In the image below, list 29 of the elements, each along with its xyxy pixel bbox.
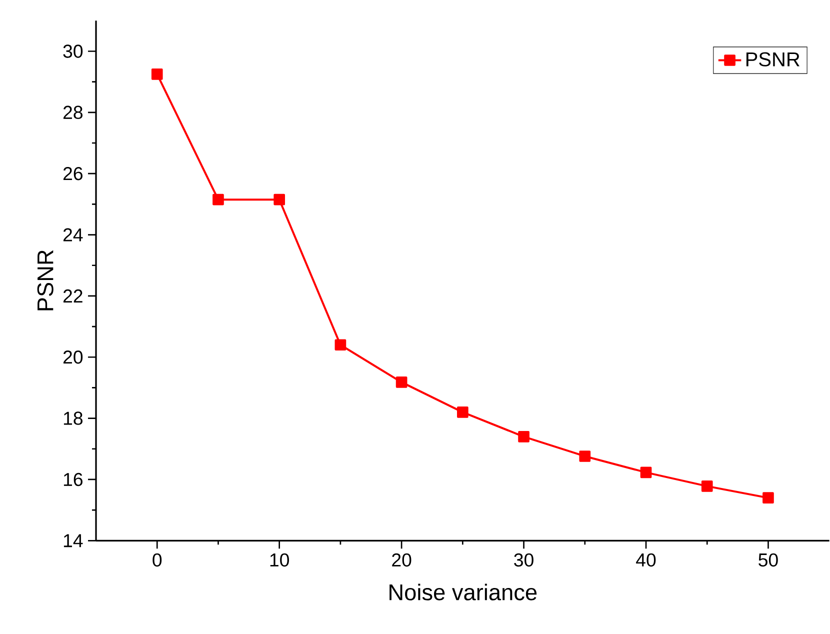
x-tick-label: 0 (152, 553, 162, 567)
y-tick-label: 24 (63, 228, 83, 242)
y-tick-label: 26 (63, 166, 82, 180)
y-tick-label: 20 (63, 350, 83, 364)
y-tick-label: 22 (63, 289, 82, 302)
point (396, 376, 408, 388)
y-tick-label: 28 (63, 106, 82, 120)
y-axis-title: PSNR (37, 250, 54, 310)
x-tick-label: 30 (514, 553, 534, 567)
point (579, 450, 591, 462)
point (334, 339, 346, 351)
x-tick-label: 40 (636, 553, 656, 567)
y-tick-label: 14 (64, 534, 83, 548)
point (640, 466, 652, 478)
point (701, 480, 713, 492)
point (151, 68, 163, 80)
x-axis-title: Noise variance (390, 584, 537, 600)
x-tick-label: 10 (270, 553, 289, 567)
point (762, 492, 774, 504)
point (518, 430, 530, 442)
point (212, 194, 224, 206)
x-tick-label: 50 (758, 553, 778, 567)
y-tick-label: 16 (64, 472, 82, 486)
y-tick-label: 18 (64, 412, 82, 425)
point (457, 406, 468, 418)
y-tick-label: 30 (63, 44, 83, 58)
point (274, 194, 286, 206)
x-tick-label: 20 (392, 553, 412, 567)
legend-label: PSNR (746, 52, 800, 66)
